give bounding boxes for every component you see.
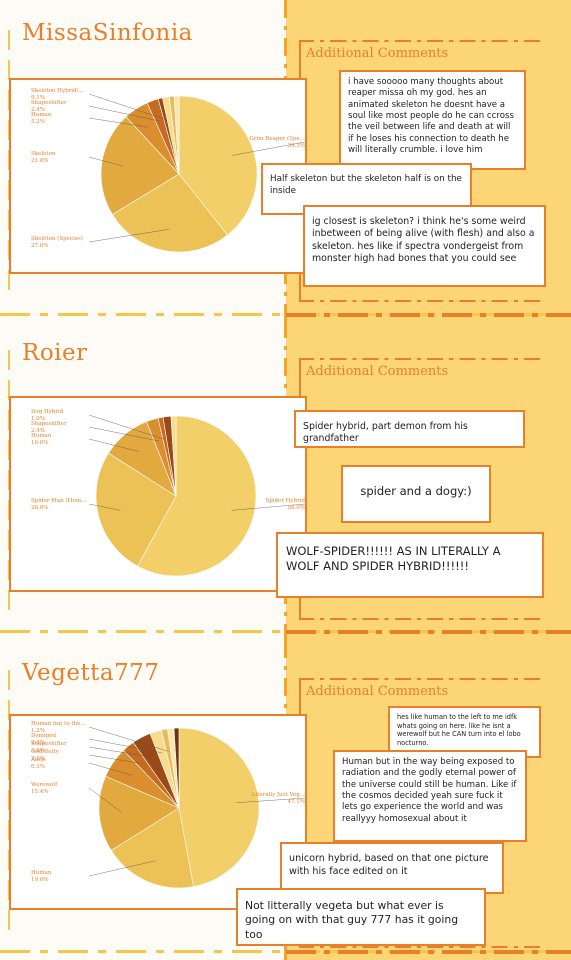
pie-slice — [111, 173, 228, 253]
slice-value: 10.0% — [31, 440, 48, 446]
label-leader-line — [88, 117, 149, 128]
comments-label: Additional Comments — [306, 364, 449, 379]
label-leader-line — [88, 503, 121, 511]
slice-value: 21.8% — [31, 158, 48, 164]
slice-label: Spider-Man (Hum... — [31, 497, 87, 504]
pie-chart: Grim Reaper (Spe... 39.3% Skeleton (Specie… — [9, 78, 307, 274]
comment-card: Human but in the way being exposed to ra… — [333, 750, 527, 842]
slice-label: Literally Just Veg... — [252, 792, 305, 798]
slice-value: 15.4% — [31, 789, 48, 795]
pie-slice — [178, 95, 258, 236]
slice-value: 1.0% — [31, 416, 45, 422]
slice-value: 2.4% — [31, 740, 45, 746]
comment-card: i have sooooo many thoughts about reaper… — [339, 70, 526, 170]
slice-value: 27.0% — [31, 243, 48, 249]
comment-card: Not litterally vegeta but what ever is g… — [236, 888, 486, 946]
pie-slice — [173, 95, 180, 175]
pie-slice — [137, 415, 257, 577]
panel-title: MissaSinfonia — [22, 20, 193, 46]
label-leader-line — [88, 860, 156, 877]
slice-value: 39.3% — [288, 143, 305, 149]
slice-value: 6.3% — [31, 764, 45, 770]
comments-label: Additional Comments — [306, 46, 449, 61]
slice-label: Shapeshifter — [31, 100, 67, 106]
pie-slice — [95, 452, 177, 567]
comment-card: Spider hybrid, part demon from his grand… — [294, 410, 525, 448]
slice-label: Human but to the... — [31, 721, 86, 727]
comment-card: ig closest is skeleton? i think he's som… — [303, 205, 546, 287]
label-leader-line — [88, 426, 159, 442]
slice-value: 58.0% — [288, 505, 305, 511]
slice-value: 3.8% — [31, 748, 45, 754]
pie-slice — [178, 727, 260, 888]
comment-card: unicorn hybrid, based on that one pictur… — [280, 842, 504, 894]
panel-title: Vegetta777 — [22, 660, 160, 686]
slice-label: Werewolf — [31, 782, 58, 788]
label-leader-line — [231, 503, 306, 511]
pie-chart-svg: Grim Reaper (Spe...39.3% Skeleton (Specie… — [31, 88, 306, 253]
label-leader-line — [88, 156, 124, 167]
label-leader-line — [88, 754, 143, 764]
comment-card: WOLF-SPIDER!!!!!! AS IN LITERALLY A WOLF… — [276, 532, 544, 598]
slice-label: Dog Hybrid — [31, 409, 64, 415]
pie-chart: Spider Hybrid 58.0% Spider-Man (Hum... 26.0… — [9, 396, 307, 592]
slice-label: Human — [31, 112, 52, 118]
label-leader-line — [88, 787, 122, 813]
comments-label: Additional Comments — [306, 684, 449, 699]
label-leader-line — [231, 141, 306, 156]
comment-card: spider and a dogy:) — [341, 465, 491, 523]
slice-label: Skeleton — [31, 151, 56, 157]
slice-value: 19.0% — [31, 877, 48, 883]
slice-label: Human — [31, 433, 52, 439]
label-leader-line — [88, 93, 166, 120]
slice-label: Spider Hybrid — [265, 498, 305, 504]
slice-value: 2.5% — [31, 756, 45, 762]
panel-title: Roier — [22, 340, 88, 366]
pie-slice — [98, 775, 180, 851]
slice-label: Human — [31, 870, 52, 876]
label-leader-line — [88, 762, 132, 776]
slice-label: God/Deity — [31, 749, 60, 755]
slice-label: Grim Reaper (Spe... — [249, 135, 305, 142]
pie-slice — [170, 415, 177, 497]
label-leader-line — [88, 105, 161, 122]
label-leader-line — [88, 229, 170, 243]
slice-label: Shapeshifter — [31, 741, 67, 747]
label-leader-line — [88, 414, 165, 440]
slice-value: 1.2% — [31, 728, 45, 734]
label-leader-line — [236, 797, 306, 803]
pie-slice — [173, 727, 180, 809]
panel-roier: Roier Additional Comments Spider Hybrid 5… — [0, 320, 571, 640]
label-leader-line — [88, 738, 163, 754]
slice-label: Shapeshifter — [31, 421, 67, 427]
slice-label: Skeleton Hybrid/... — [31, 88, 84, 94]
slice-value: 2.4% — [31, 428, 45, 434]
label-leader-line — [88, 438, 140, 452]
pie-slice — [110, 807, 194, 889]
panel-vegetta777: Vegetta777 Additional Comments Literally… — [0, 640, 571, 960]
slice-label: Alien — [30, 757, 46, 763]
slice-value: 26.0% — [31, 505, 48, 511]
slice-value: 47.1% — [288, 799, 305, 805]
label-leader-line — [88, 726, 169, 752]
slice-value: 9.1% — [31, 95, 45, 101]
slice-value: 2.4% — [31, 107, 45, 113]
panel-missasinfonia: MissaSinfonia Additional Comments Grim R… — [0, 0, 571, 320]
slice-value: 5.2% — [31, 119, 45, 125]
comment-card: hes like human to the left to me idfk wh… — [388, 706, 541, 758]
slice-label: Demigod — [31, 733, 56, 739]
slice-label: Skeleton (Species) — [31, 235, 83, 242]
pie-chart: Literally Just Veg... 47.1% Human 19.0% Were… — [9, 714, 307, 910]
label-leader-line — [88, 746, 152, 758]
